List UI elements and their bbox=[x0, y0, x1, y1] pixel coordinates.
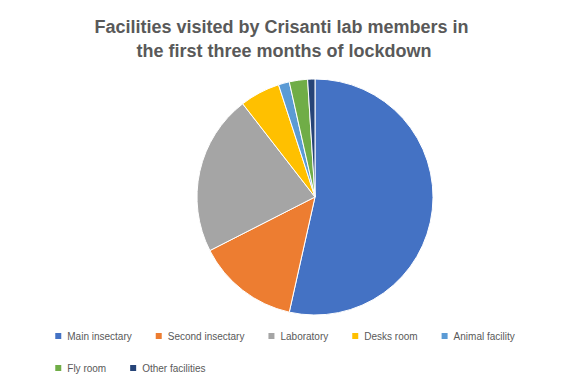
svg-text:Animal facility: Animal facility bbox=[454, 331, 515, 342]
svg-text:Second insectary: Second insectary bbox=[168, 331, 245, 342]
svg-text:Facilities visited by Crisanti: Facilities visited by Crisanti lab membe… bbox=[94, 17, 473, 37]
svg-text:Main insectary: Main insectary bbox=[67, 331, 131, 342]
svg-text:Other facilities: Other facilities bbox=[142, 363, 205, 374]
svg-text:Fly room: Fly room bbox=[67, 363, 106, 374]
svg-text:Desks room: Desks room bbox=[364, 331, 417, 342]
svg-text:Laboratory: Laboratory bbox=[280, 331, 328, 342]
svg-text:the first three months of lock: the first three months of lockdown bbox=[136, 41, 431, 61]
